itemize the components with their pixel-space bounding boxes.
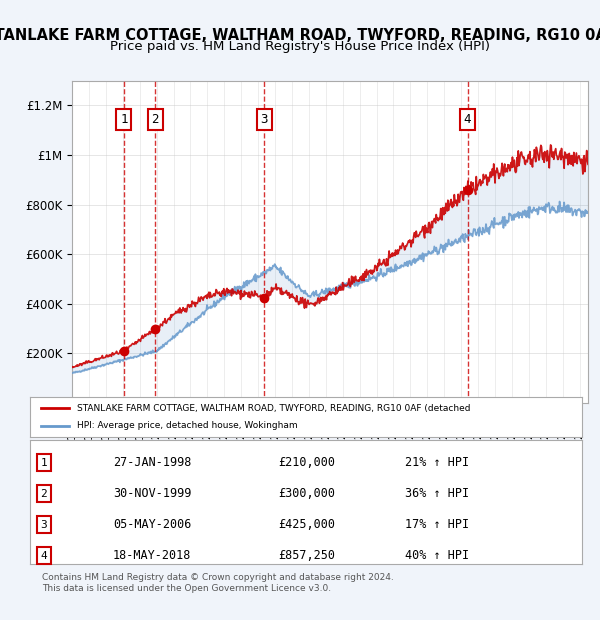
Text: Price paid vs. HM Land Registry's House Price Index (HPI): Price paid vs. HM Land Registry's House …: [110, 40, 490, 53]
Text: STANLAKE FARM COTTAGE, WALTHAM ROAD, TWYFORD, READING, RG10 0AF (detached: STANLAKE FARM COTTAGE, WALTHAM ROAD, TWY…: [77, 404, 470, 412]
Text: £425,000: £425,000: [278, 518, 335, 531]
Text: £210,000: £210,000: [278, 456, 335, 469]
Text: £857,250: £857,250: [278, 549, 335, 562]
Text: £300,000: £300,000: [278, 487, 335, 500]
Text: 3: 3: [40, 520, 47, 529]
Text: 40% ↑ HPI: 40% ↑ HPI: [406, 549, 469, 562]
Text: 4: 4: [464, 113, 471, 126]
Text: Contains HM Land Registry data © Crown copyright and database right 2024.
This d: Contains HM Land Registry data © Crown c…: [42, 574, 394, 593]
Text: 36% ↑ HPI: 36% ↑ HPI: [406, 487, 469, 500]
Text: 2: 2: [40, 489, 47, 498]
Text: HPI: Average price, detached house, Wokingham: HPI: Average price, detached house, Woki…: [77, 422, 298, 430]
Text: 1: 1: [120, 113, 128, 126]
Text: 3: 3: [260, 113, 268, 126]
Text: 1: 1: [40, 458, 47, 467]
Text: 05-MAY-2006: 05-MAY-2006: [113, 518, 191, 531]
Text: 17% ↑ HPI: 17% ↑ HPI: [406, 518, 469, 531]
Text: 30-NOV-1999: 30-NOV-1999: [113, 487, 191, 500]
Text: 27-JAN-1998: 27-JAN-1998: [113, 456, 191, 469]
Text: 18-MAY-2018: 18-MAY-2018: [113, 549, 191, 562]
Text: STANLAKE FARM COTTAGE, WALTHAM ROAD, TWYFORD, READING, RG10 0AF: STANLAKE FARM COTTAGE, WALTHAM ROAD, TWY…: [0, 28, 600, 43]
Text: 4: 4: [40, 551, 47, 560]
Text: 2: 2: [151, 113, 159, 126]
Text: 21% ↑ HPI: 21% ↑ HPI: [406, 456, 469, 469]
